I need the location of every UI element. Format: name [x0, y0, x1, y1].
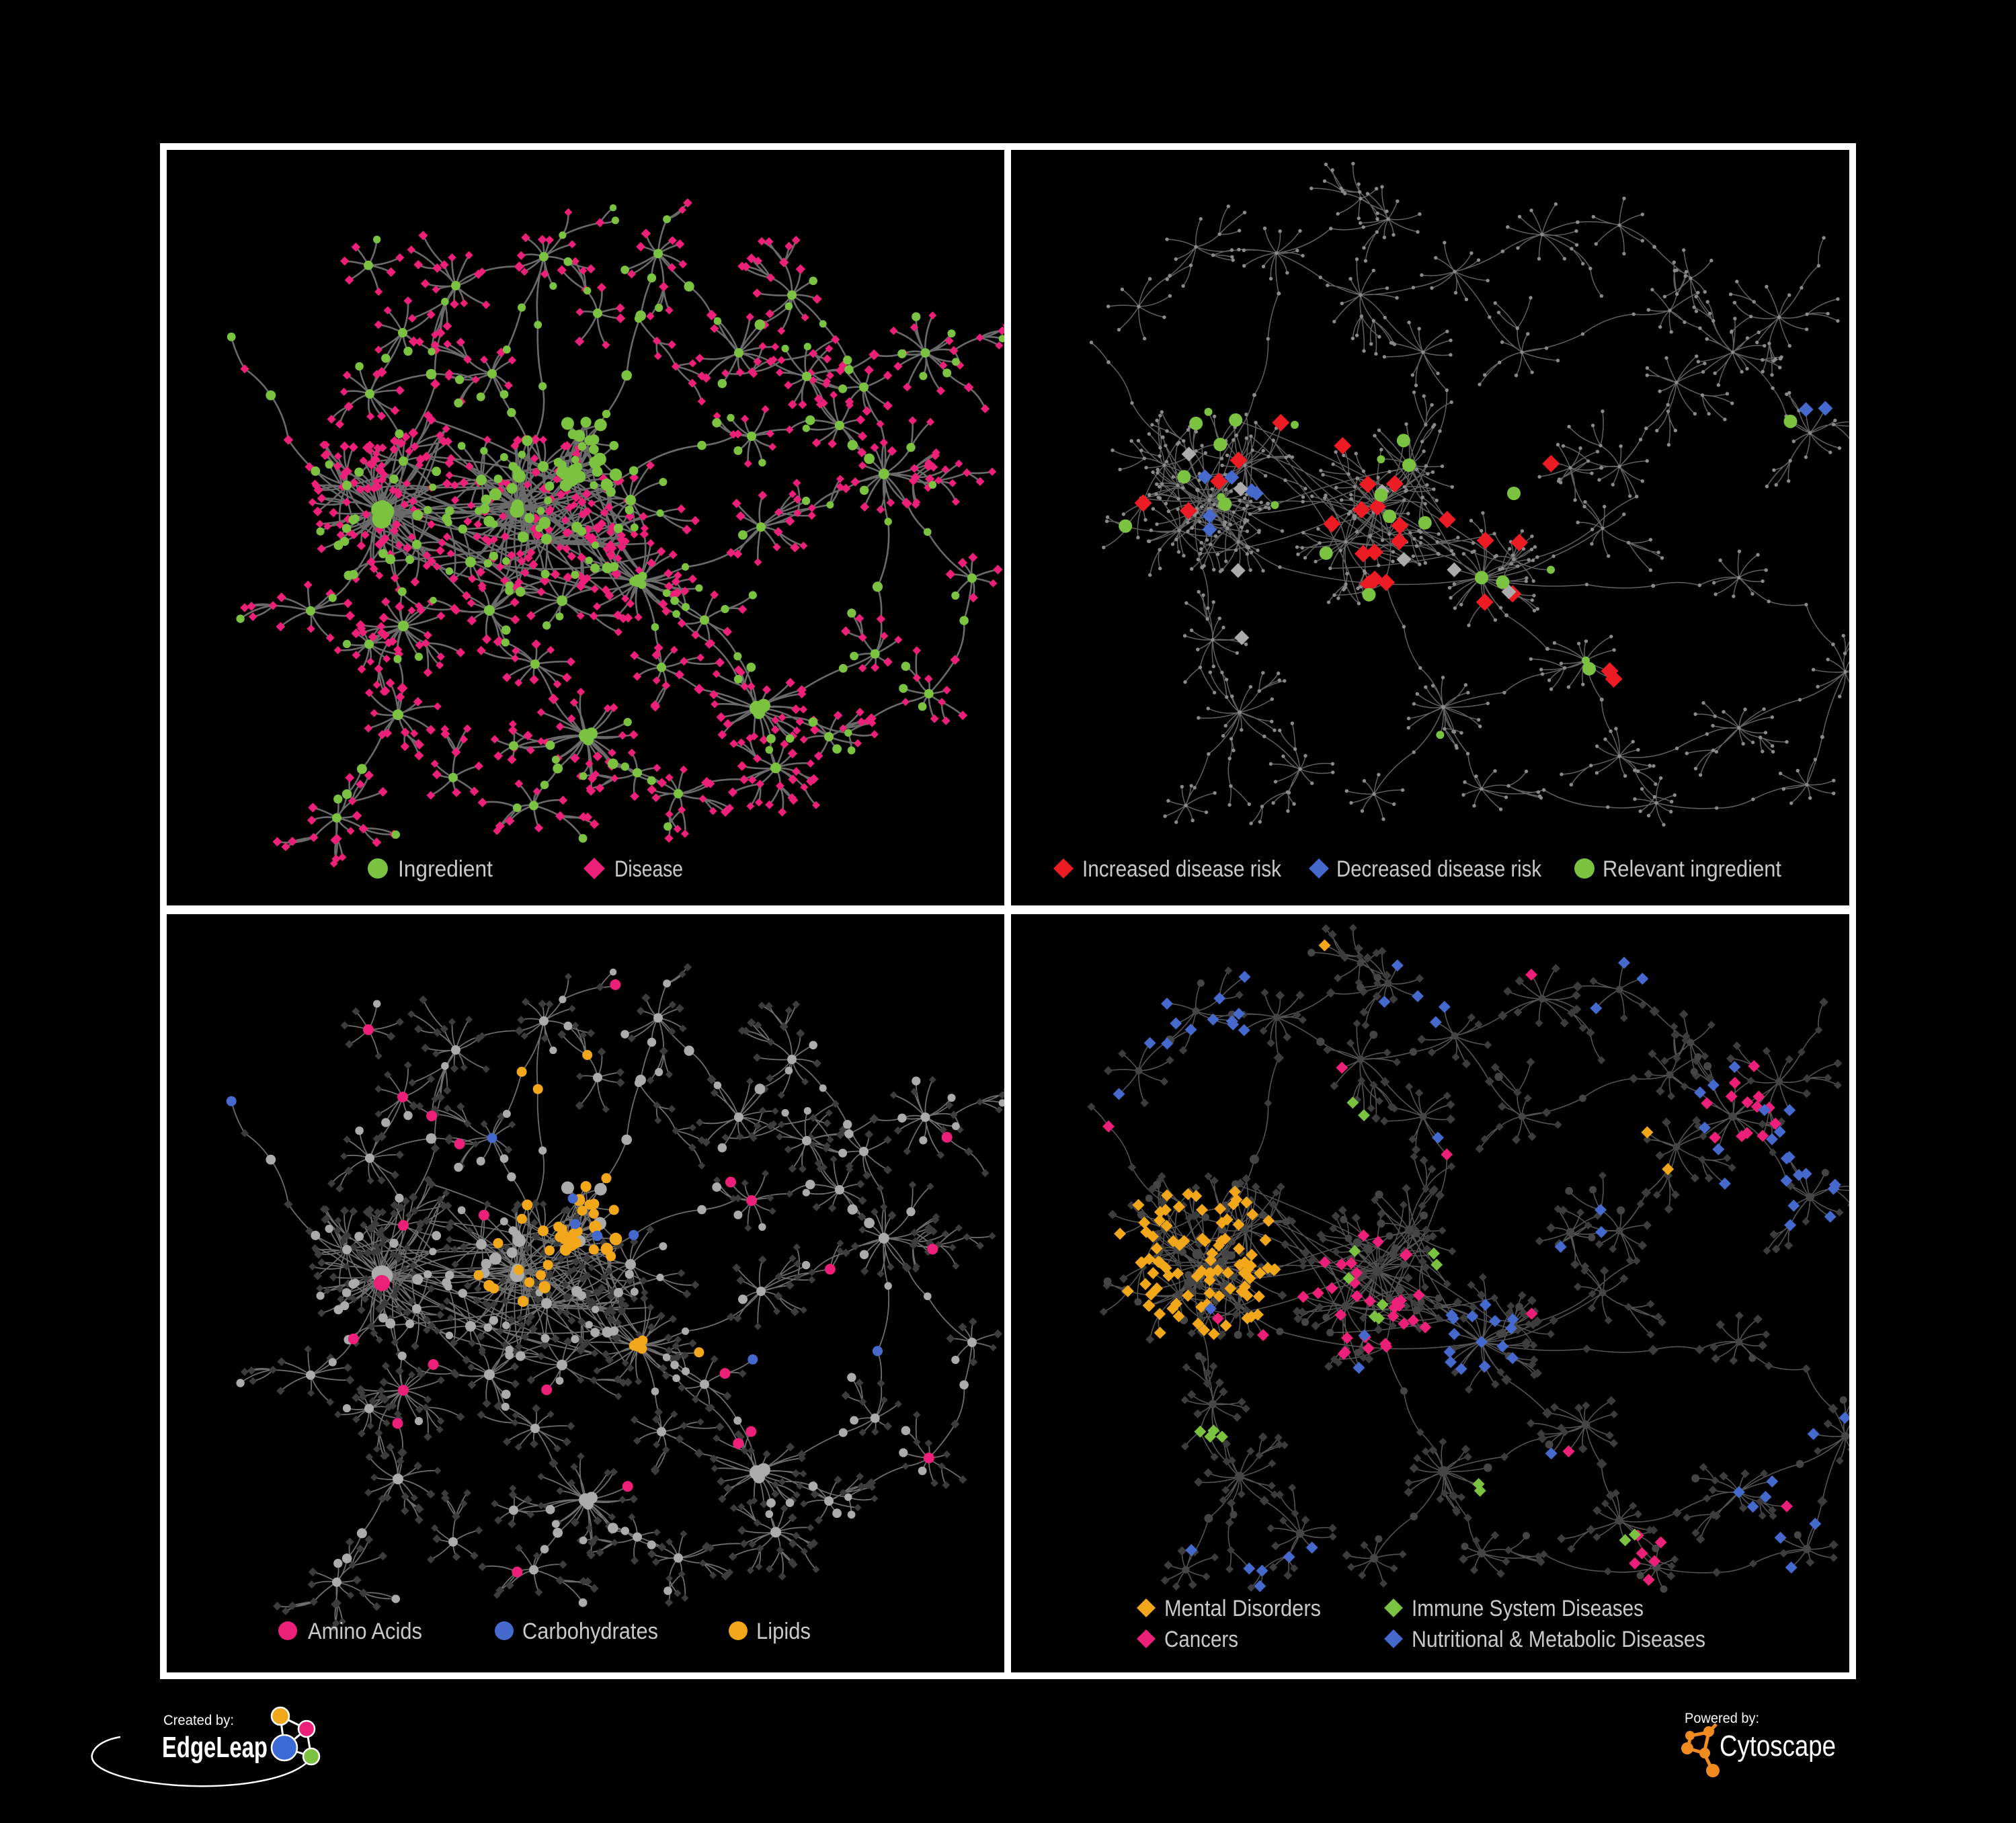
- svg-text:Created by:: Created by:: [163, 1713, 234, 1728]
- svg-text:Relevant ingredient: Relevant ingredient: [1603, 856, 1782, 882]
- svg-text:Nutritional & Metabolic Diseas: Nutritional & Metabolic Diseases: [1412, 1627, 1705, 1652]
- svg-text:Ingredient: Ingredient: [398, 856, 493, 882]
- svg-text:Immune System Diseases: Immune System Diseases: [1412, 1596, 1644, 1621]
- svg-text:Decreased disease risk: Decreased disease risk: [1336, 856, 1542, 882]
- svg-text:Increased disease risk: Increased disease risk: [1082, 856, 1282, 882]
- svg-text:Lipids: Lipids: [756, 1619, 811, 1644]
- svg-text:Cancers: Cancers: [1164, 1627, 1238, 1652]
- svg-text:Mental Disorders: Mental Disorders: [1164, 1596, 1321, 1621]
- svg-text:Carbohydrates: Carbohydrates: [522, 1619, 658, 1644]
- svg-text:Powered by:: Powered by:: [1685, 1711, 1759, 1726]
- svg-text:Cytoscape: Cytoscape: [1720, 1730, 1836, 1763]
- svg-text:Disease: Disease: [614, 856, 683, 882]
- svg-text:Amino Acids: Amino Acids: [308, 1619, 422, 1644]
- svg-text:EdgeLeap: EdgeLeap: [162, 1731, 268, 1764]
